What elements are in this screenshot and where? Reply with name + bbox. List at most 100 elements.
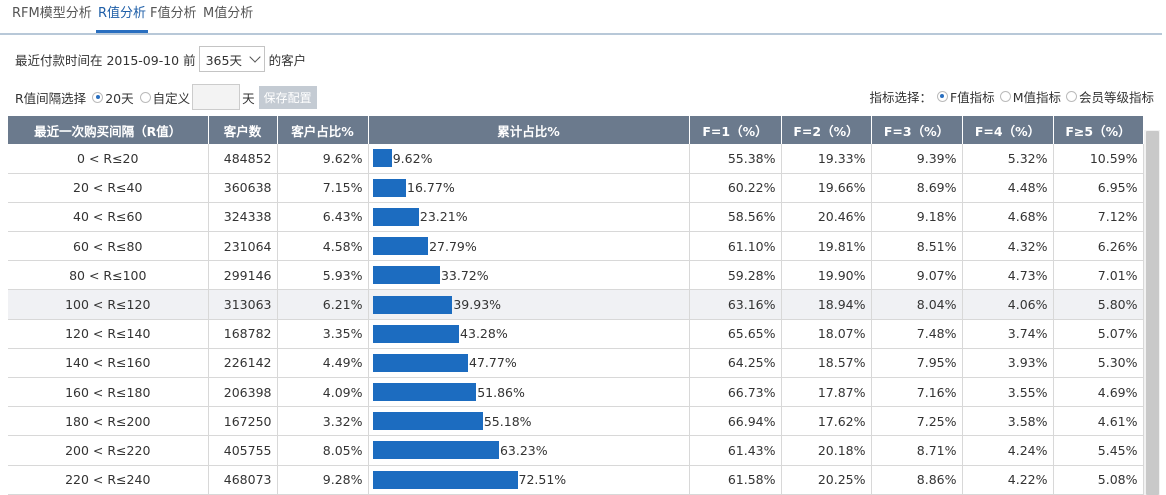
cumulative-label: 23.21%	[419, 209, 468, 225]
table-body: 0 < R≤20 484852 9.62% 9.62% 55.38% 19.33% 9.39…	[8, 144, 1144, 495]
table-row[interactable]: 0 < R≤20 484852 9.62% 9.62% 55.38% 19.33% 9.39…	[8, 144, 1144, 174]
cell-cumulative: 47.77%	[368, 348, 690, 379]
cell-f5-plus: 7.12%	[1053, 202, 1144, 233]
cell-share: 9.62%	[277, 144, 369, 174]
table-row[interactable]: 80 < R≤100 299146 5.93% 33.72% 59.28% 19.90% 9…	[8, 260, 1144, 291]
cumulative-bar	[372, 324, 460, 343]
col-header-f3[interactable]: F=3（%）	[871, 116, 963, 144]
cell-f3: 8.69%	[871, 173, 963, 203]
cumulative-bar	[372, 383, 477, 402]
radio-selected-icon	[92, 91, 104, 103]
cell-f1: 61.58%	[689, 465, 782, 495]
cell-customers: 405755	[208, 435, 278, 466]
table-row[interactable]: 60 < R≤80 231064 4.58% 27.79% 61.10% 19.81% 8.…	[8, 231, 1144, 262]
radio-custom[interactable]: 自定义	[139, 88, 190, 107]
cell-f3: 7.95%	[871, 348, 963, 379]
cell-f3: 9.07%	[871, 260, 963, 291]
cell-f2: 18.94%	[781, 289, 872, 320]
radio-20-days[interactable]: 20天	[92, 88, 134, 107]
tab-f-value[interactable]: F值分析	[150, 6, 197, 21]
table-row[interactable]: 40 < R≤60 324338 6.43% 23.21% 58.56% 20.46% 9.…	[8, 202, 1144, 233]
table-row[interactable]: 120 < R≤140 168782 3.35% 43.28% 65.65% 18.07%…	[8, 319, 1144, 349]
col-header-r-interval[interactable]: 最近一次购买间隔（R值）	[8, 116, 209, 144]
cell-cumulative: 16.77%	[368, 173, 690, 203]
cell-f1: 66.73%	[689, 377, 782, 408]
table-row[interactable]: 180 < R≤200 167250 3.32% 55.18% 66.94% 17.62%…	[8, 406, 1144, 437]
cell-f3: 9.39%	[871, 144, 963, 174]
days-unit: 天	[242, 90, 255, 106]
cell-f3: 8.71%	[871, 435, 963, 466]
col-header-f2[interactable]: F=2（%）	[781, 116, 872, 144]
radio-f-metric[interactable]: F值指标	[936, 87, 995, 106]
cell-customers: 299146	[208, 260, 278, 291]
radio-unselected-icon	[139, 91, 151, 103]
cell-f2: 20.46%	[781, 202, 872, 233]
cell-share: 6.21%	[277, 289, 369, 320]
col-header-cumulative[interactable]: 累计占比%	[368, 116, 690, 144]
cumulative-bar	[372, 178, 407, 197]
cell-f1: 64.25%	[689, 348, 782, 379]
cell-f2: 19.90%	[781, 260, 872, 291]
period-select[interactable]: 365天	[198, 46, 265, 72]
table-row[interactable]: 220 < R≤240 468073 9.28% 72.51% 61.58% 20.25%…	[8, 465, 1144, 495]
custom-days-input[interactable]	[192, 84, 241, 110]
cell-cumulative: 39.93%	[368, 289, 690, 320]
radio-member-level-metric[interactable]: 会员等级指标	[1065, 87, 1154, 106]
cell-f5-plus: 5.08%	[1053, 465, 1144, 495]
radio-m-metric[interactable]: M值指标	[999, 87, 1061, 106]
cell-share: 9.28%	[277, 465, 369, 495]
filter-prefix: 最近付款时间在 2015-09-10 前	[15, 52, 196, 68]
cell-share: 8.05%	[277, 435, 369, 466]
cell-f1: 61.10%	[689, 231, 782, 262]
col-header-f4[interactable]: F=4（%）	[962, 116, 1054, 144]
cell-cumulative: 23.21%	[368, 202, 690, 233]
cell-f2: 20.18%	[781, 435, 872, 466]
cell-f4: 3.55%	[962, 377, 1054, 408]
table-row[interactable]: 140 < R≤160 226142 4.49% 47.77% 64.25% 18.57%…	[8, 348, 1144, 379]
cell-f5-plus: 10.59%	[1053, 144, 1144, 174]
cell-f5-plus: 5.07%	[1053, 319, 1144, 349]
tab-rfm-model[interactable]: RFM模型分析	[12, 6, 92, 21]
cell-f2: 20.25%	[781, 465, 872, 495]
cumulative-bar	[372, 470, 518, 489]
cell-f3: 9.18%	[871, 202, 963, 233]
col-header-share[interactable]: 客户占比%	[277, 116, 369, 144]
cell-customers: 206398	[208, 377, 278, 408]
cell-cumulative: 51.86%	[368, 377, 690, 408]
cell-f1: 60.22%	[689, 173, 782, 203]
radio-m-metric-label: M值指标	[1012, 89, 1061, 105]
cell-cumulative: 27.79%	[368, 231, 690, 262]
col-header-f1[interactable]: F=1（%）	[689, 116, 782, 144]
table-row[interactable]: 20 < R≤40 360638 7.15% 16.77% 60.22% 19.66% 8.…	[8, 173, 1144, 203]
cell-f1: 58.56%	[689, 202, 782, 233]
table-row[interactable]: 160 < R≤180 206398 4.09% 51.86% 66.73% 17.87%…	[8, 377, 1144, 408]
metric-label: 指标选择：	[869, 89, 932, 105]
cumulative-label: 43.28%	[460, 326, 508, 342]
cell-f5-plus: 5.30%	[1053, 348, 1144, 379]
cumulative-label: 39.93%	[453, 297, 502, 313]
cell-f4: 4.22%	[962, 465, 1054, 495]
save-config-button[interactable]: 保存配置	[258, 85, 317, 109]
tab-r-value[interactable]: R值分析	[96, 5, 149, 33]
col-header-f5-plus[interactable]: F≥5（%）	[1053, 116, 1144, 144]
cell-r-interval: 140 < R≤160	[8, 348, 209, 379]
table-scrollbar-thumb[interactable]	[1146, 131, 1159, 495]
table-row[interactable]: 200 < R≤220 405755 8.05% 63.23% 61.43% 20.18%…	[8, 435, 1144, 466]
cell-f4: 4.24%	[962, 435, 1054, 466]
filter-suffix: 的客户	[268, 52, 307, 68]
cell-f4: 3.93%	[962, 348, 1054, 379]
metric-selector: 指标选择： F值指标 M值指标 会员等级指标	[869, 86, 1154, 106]
cell-f3: 7.16%	[871, 377, 963, 408]
cumulative-bar	[372, 295, 453, 314]
cell-r-interval: 160 < R≤180	[8, 377, 209, 408]
cumulative-label: 47.77%	[469, 355, 517, 371]
cell-f2: 19.66%	[781, 173, 872, 203]
cell-f1: 55.38%	[689, 144, 782, 174]
cumulative-label: 63.23%	[499, 442, 548, 458]
tab-m-value[interactable]: M值分析	[203, 6, 254, 21]
cell-f5-plus: 5.80%	[1053, 289, 1144, 320]
col-header-customers[interactable]: 客户数	[208, 116, 278, 144]
table-row[interactable]: 100 < R≤120 313063 6.21% 39.93% 63.16% 18.94%…	[8, 289, 1144, 320]
cumulative-bar	[372, 441, 499, 460]
cell-f3: 8.86%	[871, 465, 963, 495]
